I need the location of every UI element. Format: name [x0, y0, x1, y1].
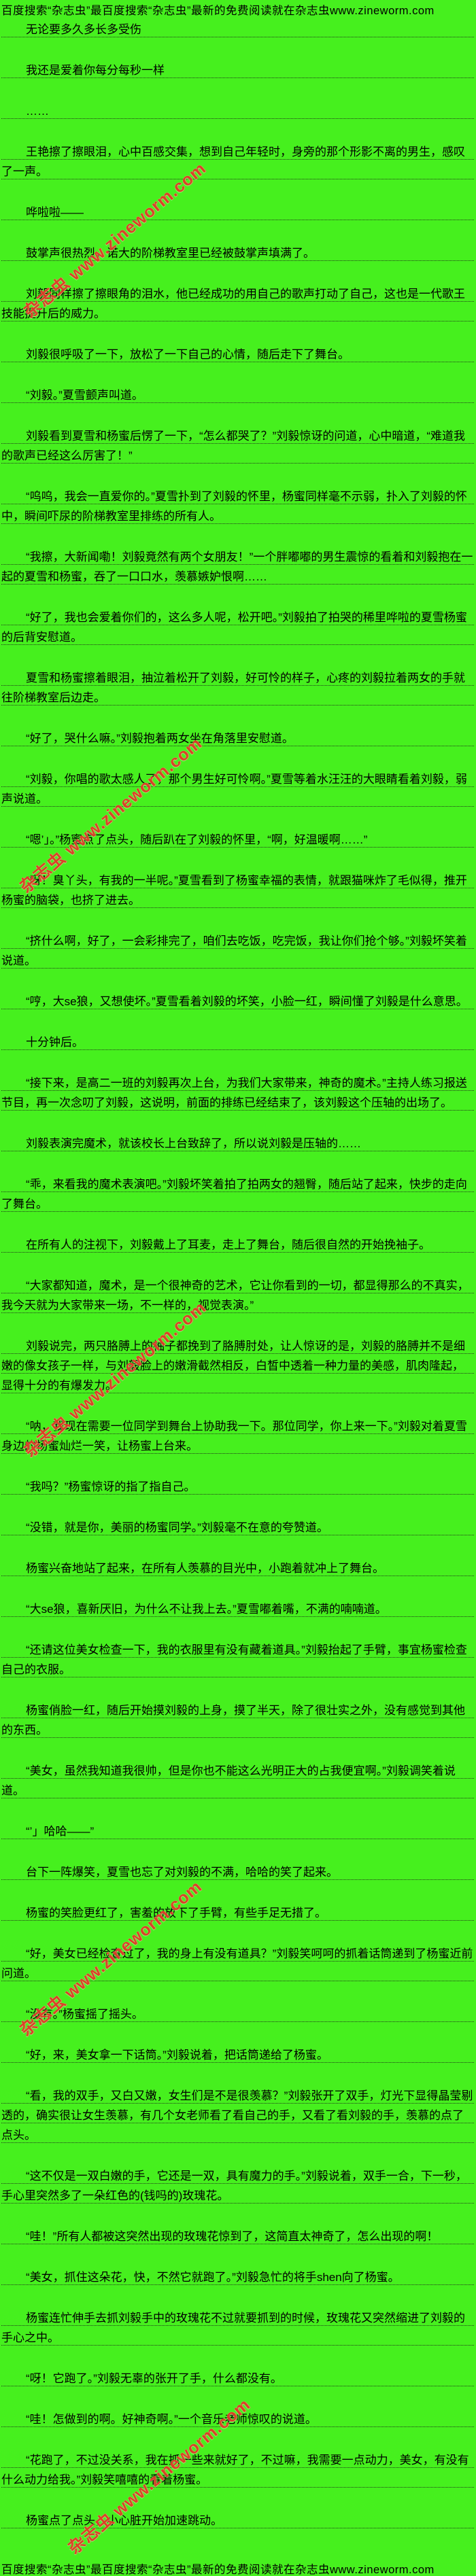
paragraph: “好，美女已经检查过了，我的身上有没有道具？”刘毅笑呵呵的抓着话筒递到了杨蜜近前… [1, 1944, 475, 1983]
paragraph: “挤什么啊，好了，一会彩排完了，咱们去吃饭，吃完饭，我让你们抢个够。”刘毅坏笑着… [1, 931, 475, 971]
paragraph: “我吗？”杨蜜惊讶的指了指自己。 [1, 1477, 475, 1497]
paragraph: 无论要多久多长多受伤 [1, 20, 475, 39]
paragraph: 哗啦啦—— [1, 203, 475, 222]
paragraph: “接下来，是高二一班的刘毅再次上台，为我们大家带来，神奇的魔术。”主持人练习报送… [1, 1073, 475, 1113]
chapter-text: 无论要多久多长多受伤 我还是爱着你每分每秒一样 …… 王艳擦了擦眼泪，心中百感交集，想… [0, 20, 476, 2530]
paragraph: 杨蜜的笑脸更红了，害羞的放下了手臂，有些手足无措了。 [1, 1903, 475, 1923]
paragraph: “美女，虽然我知道我很帅，但是你也不能这么光明正大的占我便宜啊。”刘毅调笑着说道… [1, 1761, 475, 1800]
paragraph: 杨蜜俏脸一红，随后开始摸刘毅的上身，摸了半天，除了很壮实之外，没有感觉到其他的东… [1, 1701, 475, 1740]
paragraph: 刘毅很呼吸了一下，放松了一下自己的心情，随后走下了舞台。 [1, 345, 475, 364]
paragraph: “嗯’」。”杨蜜点了点头，随后趴在了刘毅的怀里，“啊，好温暖啊……” [1, 830, 475, 850]
paragraph: “’」哈哈——” [1, 1822, 475, 1841]
paragraph: 刘毅说完，两只胳膊上的袖子都挽到了胳膊肘处，让人惊讶的是，刘毅的胳膊并不是细嫩的… [1, 1336, 475, 1395]
paragraph: “哇！”所有人都被这突然出现的玫瑰花惊到了，这简直太神奇了，怎么出现的啊！ [1, 2227, 475, 2246]
paragraph: 王艳擦了擦眼泪，心中百感交集，想到自己年轻时，身旁的那个形影不离的男生，感叹了一… [1, 142, 475, 181]
paragraph: “呀！它跑了。”刘毅无辜的张开了手，什么都没有。 [1, 2369, 475, 2388]
paragraph: “还请这位美女检查一下，我的衣服里有没有藏着道具。”刘毅抬起了手臂，事宜杨蜜检查… [1, 1640, 475, 1679]
paragraph: “刘毅，你唱的歌太感人了，那个男生好可怜啊。”夏雪等着水汪汪的大眼睛看着刘毅，弱… [1, 769, 475, 809]
paragraph: …… [1, 101, 475, 121]
paragraph: “这不仅是一双白嫩的手，它还是一双，具有魔力的手。”刘毅说着，双手一合，下一秒，… [1, 2166, 475, 2206]
paragraph: 杨蜜点了点头，小心脏开始加速跳动。 [1, 2511, 475, 2530]
paragraph: “刘毅。”夏雪颤声叫道。 [1, 385, 475, 405]
paragraph: “花跑了，不过没关系，我在抓一些来就好了，不过嘛，我需要一点动力，美女，有没有什… [1, 2450, 475, 2490]
paragraph: “乖，来看我的魔术表演吧。”刘毅坏笑着拍了拍两女的翘臀，随后站了起来，快步的走向… [1, 1174, 475, 1214]
paragraph: “没有。”杨蜜摇了摇头。 [1, 2004, 475, 2024]
paragraph: “呜呜，我会一直爱你的。”夏雪扑到了刘毅的怀里，杨蜜同样毫不示弱，扑入了刘毅的怀… [1, 487, 475, 526]
paragraph: “好了，我也会爱着你们的，这么多人呢，松开吧。”刘毅拍了拍哭的稀里哗啦的夏雪杨蜜… [1, 608, 475, 647]
paragraph: “好了，哭什么嘛。”刘毅抱着两女坐在角落里安慰道。 [1, 729, 475, 748]
paragraph: “美女，抓住这朵花，快，不然它就跑了。”刘毅急忙的将手shen向了杨蜜。 [1, 2267, 475, 2287]
paragraph: “大家都知道，魔术，是一个很神奇的艺术，它让你看到的一切，都显得那么的不真实，我… [1, 1276, 475, 1315]
paragraph: “好，来，美女拿一下话筒。”刘毅说着，把话筒递给了杨蜜。 [1, 2045, 475, 2065]
paragraph: 鼓掌声很热烈，诺大的阶梯教室里已经被鼓掌声填满了。 [1, 243, 475, 263]
paragraph: “哇！怎做到的啊。好神奇啊。”一个音乐老师惊叹的说道。 [1, 2409, 475, 2429]
paragraph: “呐，我现在需要一位同学到舞台上协助我一下。那位同学，你上来一下。”刘毅对着夏雪… [1, 1416, 475, 1456]
paragraph: 在所有人的注视下，刘毅戴上了耳麦，走上了舞台，随后很自然的开始挽袖子。 [1, 1235, 475, 1255]
paragraph: 杨蜜连忙伸手去抓刘毅手中的玫瑰花不过就要抓到的时候，玫瑰花又突然缩进了刘毅的手心… [1, 2308, 475, 2348]
paragraph: “大se狼，喜新厌旧，为什么不让我上去。”夏雪嘟着嘴，不满的喃喃道。 [1, 1599, 475, 1619]
paragraph: 刘毅表演完魔术，就该校长上台致辞了，所以说刘毅是压轴的…… [1, 1134, 475, 1153]
paragraph: 夏雪和杨蜜擦着眼泪，抽泣着松开了刘毅，好可怜的样子，心疼的刘毅拉着两女的手就往阶… [1, 668, 475, 708]
paragraph: 台下一阵爆笑，夏雪也忘了对刘毅的不满，哈哈的笑了起来。 [1, 1862, 475, 1882]
header-promo-line: 百度搜索“杂志虫”最百度搜索“杂志虫”最新的免费阅读就在杂志虫www.zinew… [1, 5, 435, 17]
paragraph: 杨蜜兴奋地站了起来，在所有人羡慕的目光中，小跑着就冲上了舞台。 [1, 1559, 475, 1578]
paragraph: “呀！臭丫头，有我的一半呢。”夏雪看到了杨蜜幸福的表情，就跟猫咪炸了毛似得，推开… [1, 871, 475, 910]
paragraph: “我擦，大新闻嘞！刘毅竟然有两个女朋友！”一个胖嘟嘟的男生震惊的看着和刘毅抱在一… [1, 547, 475, 587]
paragraph: “看，我的双手，又白又嫩，女生们是不是很羡慕？”刘毅张开了双手，灯光下显得晶莹剔… [1, 2086, 475, 2145]
footer-promo-line: 百度搜索“杂志虫”最百度搜索“杂志虫”最新的免费阅读就在杂志虫www.zinew… [1, 2564, 435, 2576]
paragraph: 我还是爱着你每分每秒一样 [1, 60, 475, 80]
paragraph: 刘毅同样擦了擦眼角的泪水，他已经成功的用自己的歌声打动了自己，这也是一代歌王技能… [1, 284, 475, 324]
paragraph: “没错，就是你，美丽的杨蜜同学。”刘毅毫不在意的夸赞道。 [1, 1518, 475, 1537]
paragraph: 十分钟后。 [1, 1032, 475, 1052]
paragraph: 刘毅看到夏雪和杨蜜后愣了一下，“怎么都哭了？”刘毅惊讶的问道，心中暗道，“难道我… [1, 426, 475, 466]
paragraph: “哼，大se狼，又想使坏。”夏雪看着刘毅的坏笑，小脸一红，瞬间懂了刘毅是什么意思… [1, 992, 475, 1011]
